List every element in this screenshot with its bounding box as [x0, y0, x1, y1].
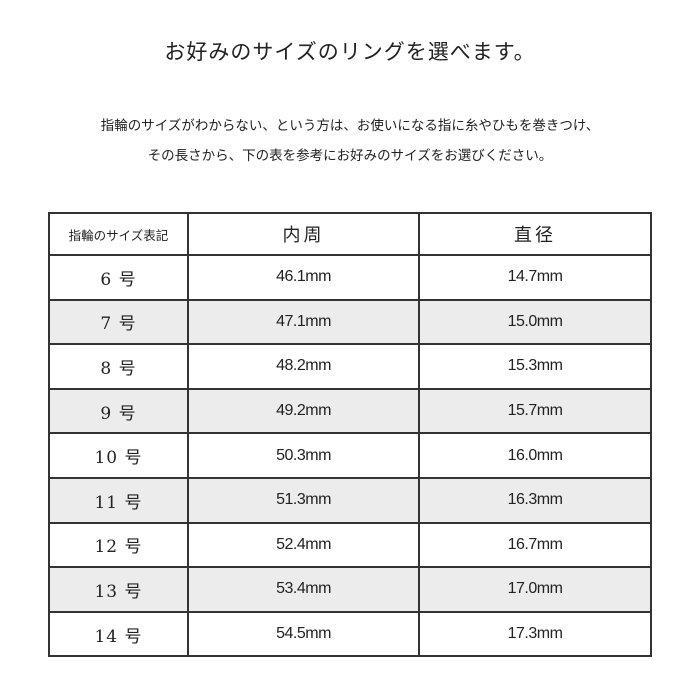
size-cell: 10 号: [48, 432, 189, 479]
ring-size-table: 指輪のサイズ表記 内周 直径 6 号 46.1mm 14.7mm 7 号 47.1mm 1…: [48, 212, 652, 658]
size-cell: 12 号: [48, 521, 189, 569]
header-diameter: 直径: [418, 212, 652, 256]
table-header-row: 指輪のサイズ表記 内周 直径: [48, 212, 652, 256]
header-inner-circumference: 内周: [187, 212, 420, 256]
inner-circumference-cell: 48.2mm: [187, 343, 420, 390]
inner-circumference-cell: 51.3mm: [187, 476, 420, 524]
inner-circumference-cell: 46.1mm: [187, 254, 420, 301]
inner-circumference-cell: 54.5mm: [187, 610, 420, 658]
inner-circumference-cell: 50.3mm: [187, 432, 420, 479]
diameter-cell: 14.7mm: [418, 254, 652, 301]
diameter-cell: 17.0mm: [418, 566, 652, 613]
table-row: 10 号 50.3mm 16.0mm: [48, 432, 652, 479]
description-line-1: 指輪のサイズがわからない、という方は、お使いになる指に糸やひもを巻きつけ、: [100, 118, 600, 134]
size-cell: 9 号: [48, 387, 189, 435]
header-size-label: 指輪のサイズ表記: [48, 212, 189, 256]
description-line-2: その長さから、下の表を参考にお好みのサイズをお選びください。: [147, 148, 553, 164]
size-cell: 6 号: [48, 254, 189, 301]
size-cell: 14 号: [48, 610, 189, 658]
page-title: お好みのサイズのリングを選べます。: [164, 40, 536, 64]
diameter-cell: 16.7mm: [418, 521, 652, 569]
table-row: 8 号 48.2mm 15.3mm: [48, 343, 652, 390]
diameter-cell: 17.3mm: [418, 610, 652, 658]
diameter-cell: 15.3mm: [418, 343, 652, 390]
table-row: 11 号 51.3mm 16.3mm: [48, 476, 652, 524]
table-row: 6 号 46.1mm 14.7mm: [48, 254, 652, 301]
size-cell: 8 号: [48, 343, 189, 390]
table-row: 14 号 54.5mm 17.3mm: [48, 610, 652, 658]
diameter-cell: 16.3mm: [418, 476, 652, 524]
size-cell: 7 号: [48, 298, 189, 346]
inner-circumference-cell: 47.1mm: [187, 298, 420, 346]
size-cell: 13 号: [48, 566, 189, 613]
table-row: 12 号 52.4mm 16.7mm: [48, 521, 652, 569]
size-cell: 11 号: [48, 476, 189, 524]
diameter-cell: 15.0mm: [418, 298, 652, 346]
table-row: 13 号 53.4mm 17.0mm: [48, 566, 652, 613]
inner-circumference-cell: 49.2mm: [187, 387, 420, 435]
inner-circumference-cell: 52.4mm: [187, 521, 420, 569]
table-row: 7 号 47.1mm 15.0mm: [48, 298, 652, 346]
diameter-cell: 15.7mm: [418, 387, 652, 435]
diameter-cell: 16.0mm: [418, 432, 652, 479]
inner-circumference-cell: 53.4mm: [187, 566, 420, 613]
table-row: 9 号 49.2mm 15.7mm: [48, 387, 652, 435]
